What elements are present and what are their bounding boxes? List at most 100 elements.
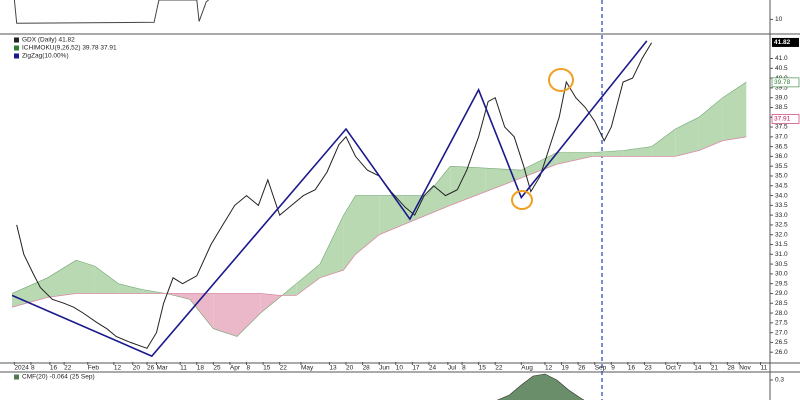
y-tick-label: 36.0 <box>775 153 788 160</box>
legend-label: ZigZag(10.00%) <box>22 53 69 60</box>
y-tick-label: 28.0 <box>775 310 788 317</box>
legend-label: CMF(20) -0.064 (25 Sep) <box>22 374 95 381</box>
y-tick-label: 39.0 <box>775 94 788 101</box>
y-tick-label: 37.0 <box>775 134 788 141</box>
zigzag-line <box>12 40 648 358</box>
price-label-box <box>771 114 800 124</box>
cloud-segment <box>556 152 593 165</box>
y-tick-label: 36.5 <box>775 143 788 150</box>
x-tick-label: 18 <box>197 365 205 372</box>
x-tick-label: Aug <box>521 365 533 372</box>
x-tick-label: 25 <box>213 365 221 372</box>
cloud-segment <box>426 166 451 216</box>
highlight-circle <box>548 68 574 92</box>
cloud-segment <box>189 293 214 329</box>
x-tick-label: 11 <box>761 365 768 372</box>
cloud-segment <box>675 117 699 157</box>
cloud-segment <box>118 283 143 294</box>
x-tick-label: 15 <box>263 365 271 372</box>
x-tick-label: 16 <box>628 365 636 372</box>
x-tick-label: 17 <box>412 365 420 372</box>
y-tick-label: 27.5 <box>775 320 788 327</box>
y-tick-label: 30.0 <box>775 271 788 278</box>
y-tick-label: 35.5 <box>775 163 788 170</box>
x-tick-label: May <box>301 365 314 372</box>
y-tick-label: 41.0 <box>775 55 788 62</box>
y-tick-label: 34.5 <box>775 182 788 189</box>
cloud-segment <box>47 260 76 298</box>
y-tick-label: 40.5 <box>775 65 788 72</box>
legend-swatch <box>14 45 19 51</box>
x-tick-label: 11 <box>180 365 187 372</box>
x-tick-label: 8 <box>247 365 251 372</box>
price-line <box>16 42 653 349</box>
x-tick-label: 9 <box>611 365 615 372</box>
cloud-segment <box>722 82 747 141</box>
y-tick-label: 32.0 <box>775 231 788 238</box>
price-label: 37.91 <box>774 116 791 123</box>
price-label-box <box>771 77 800 88</box>
y-tick-label: 39.5 <box>775 85 788 92</box>
legend-swatch <box>14 53 19 59</box>
y-tick-label: 37.5 <box>775 124 788 131</box>
cloud-segment <box>450 166 486 206</box>
x-tick-label: 20 <box>133 365 141 372</box>
y-tick-label: 38.5 <box>775 104 788 111</box>
indicator-line <box>13 0 209 24</box>
cloud-segment <box>343 195 356 270</box>
x-tick-label: 24 <box>429 365 437 372</box>
x-tick-label: 19 <box>562 365 570 372</box>
x-tick-label: Apr <box>230 365 241 372</box>
x-tick-label: 8 <box>31 365 35 372</box>
y-tick-label: 27.0 <box>775 329 788 336</box>
cloud-segment <box>296 264 320 296</box>
x-tick-label: 28 <box>363 365 371 372</box>
cloud-segment <box>94 266 119 294</box>
cloud-segment <box>355 195 380 255</box>
y-tick-label: 0.3 <box>775 377 784 384</box>
x-tick-label: 20 <box>346 365 354 372</box>
cloud-segment <box>237 293 261 337</box>
cloud-segment <box>379 195 403 235</box>
y-tick-label: 33.5 <box>775 202 788 209</box>
x-tick-label: 22 <box>64 365 72 372</box>
y-tick-label: 30.5 <box>775 261 788 268</box>
x-tick-label: 15 <box>479 365 487 372</box>
y-tick-label: 29.5 <box>775 280 788 287</box>
x-tick-label: 16 <box>50 365 58 372</box>
cloud-segment <box>651 129 676 157</box>
x-tick-label: 26 <box>147 365 155 372</box>
span-b-line <box>12 136 747 308</box>
legend-swatch <box>14 37 19 43</box>
x-tick-label: 23 <box>644 365 652 372</box>
x-tick-label: Jun <box>379 365 390 372</box>
legend-label: GDX (Daily) 41.82 <box>22 37 75 44</box>
y-tick-label: 35.0 <box>775 173 788 180</box>
y-tick-label: 28.5 <box>775 300 788 307</box>
x-tick-label: 22 <box>495 365 503 372</box>
cmf-area <box>496 373 585 400</box>
legend-swatch <box>14 374 19 380</box>
y-tick-label: 33.0 <box>775 212 788 219</box>
y-tick-label: 26.0 <box>775 349 788 356</box>
y-tick-label: 10 <box>775 16 783 23</box>
highlight-circle <box>511 190 533 210</box>
legend-label: ICHIMOKU(9,26,52) 39.78 37.91 <box>22 45 117 52</box>
y-tick-label: 29.0 <box>775 290 788 297</box>
x-tick-label: 28 <box>727 365 735 372</box>
cloud-segment <box>76 260 95 294</box>
x-tick-label: 13 <box>329 365 337 372</box>
span-a-line <box>12 81 747 337</box>
y-tick-label: 31.0 <box>775 251 788 258</box>
panel <box>496 373 585 400</box>
cloud-segment <box>521 152 557 178</box>
x-tick-label: 2024 <box>14 365 29 372</box>
x-tick-label: Mar <box>156 365 168 372</box>
x-tick-label: Jul <box>448 365 457 372</box>
x-tick-label: 7 <box>678 365 682 372</box>
y-tick-label: 34.0 <box>775 192 788 199</box>
y-tick-label: 31.5 <box>775 241 788 248</box>
cloud-segment <box>698 97 723 151</box>
panel <box>13 0 209 24</box>
